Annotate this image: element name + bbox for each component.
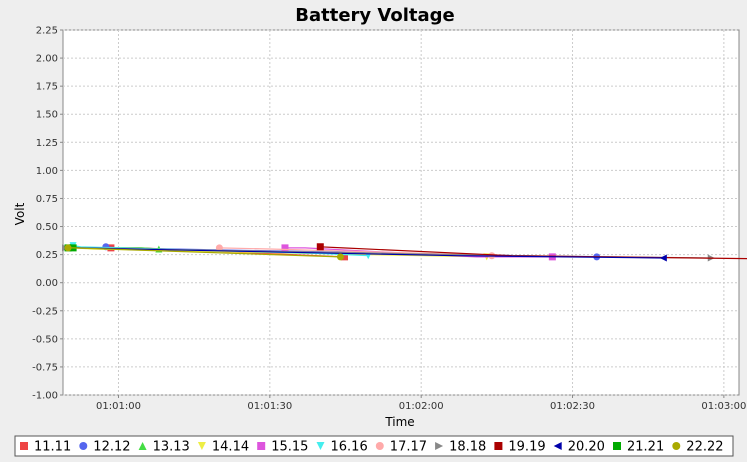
y-tick-label: 1.25 xyxy=(36,138,58,149)
legend-item: 11.11 xyxy=(20,440,71,455)
y-tick-label: 0.75 xyxy=(36,194,58,205)
legend-marker xyxy=(672,442,681,450)
y-tick-label: 1.75 xyxy=(36,82,58,93)
data-point xyxy=(215,244,223,252)
y-tick-label: -0.75 xyxy=(32,362,58,373)
data-point xyxy=(340,253,348,261)
legend-label: 11.11 xyxy=(34,440,71,455)
legend-marker xyxy=(494,442,503,450)
legend-label: 12.12 xyxy=(93,440,130,455)
x-tick-label: 01:01:00 xyxy=(96,401,141,412)
legend-label: 13.13 xyxy=(153,440,190,455)
plot-area: -1.00 -0.75 -0.50 -0.25 0.00 0.25 0.50 0.75 1.00… xyxy=(32,26,747,412)
legend-item: 18.18 xyxy=(435,440,486,455)
legend-label: 17.17 xyxy=(390,440,427,455)
legend-label: 20.20 xyxy=(568,440,605,455)
legend-marker xyxy=(197,442,206,450)
legend-label: 22.22 xyxy=(686,440,723,455)
legend-label: 21.21 xyxy=(627,440,664,455)
legend-marker xyxy=(375,442,384,450)
y-tick-label: 1.00 xyxy=(36,166,58,177)
legend-label: 16.16 xyxy=(331,440,368,455)
legend-item: 12.12 xyxy=(79,440,131,455)
legend-label: 15.15 xyxy=(271,440,308,455)
legend-marker xyxy=(613,442,621,450)
legend-item: 19.19 xyxy=(494,440,546,455)
legend-item: 14.14 xyxy=(197,440,249,455)
legend-item: 13.13 xyxy=(138,440,190,455)
legend-marker xyxy=(20,442,28,450)
legend-box xyxy=(14,435,734,457)
y-tick-label: 2.25 xyxy=(36,26,58,37)
legend-marker xyxy=(257,442,266,450)
legend-item: 22.22 xyxy=(672,440,724,455)
legend-item: 15.15 xyxy=(257,440,308,455)
legend-label: 14.14 xyxy=(212,440,249,455)
y-tick-label: -0.25 xyxy=(32,306,58,317)
plot-background xyxy=(62,29,740,396)
legend-label: 18.18 xyxy=(449,440,486,455)
legend-item: 21.21 xyxy=(613,440,664,455)
data-point xyxy=(64,244,72,252)
data-point xyxy=(336,253,344,261)
y-tick-label: 0.00 xyxy=(36,278,58,289)
y-tick-label: 2.00 xyxy=(36,54,58,65)
y-axis-label: Volt xyxy=(13,202,27,225)
x-axis-label: Time xyxy=(384,415,414,429)
y-tick-label: 0.25 xyxy=(36,250,58,261)
x-tick-label: 01:01:30 xyxy=(247,401,292,412)
legend: 11.11 12.12 13.13 14.14 15.15 16.16 17.17 18.18… xyxy=(14,435,734,457)
data-point xyxy=(316,243,324,251)
y-tick-label: 0.50 xyxy=(36,222,58,233)
chart-title: Battery Voltage xyxy=(295,5,455,26)
y-tick-label: -0.50 xyxy=(32,334,58,345)
legend-marker xyxy=(79,442,88,450)
legend-marker xyxy=(435,442,444,450)
x-tick-label: 01:02:30 xyxy=(550,401,595,412)
legend-item: 17.17 xyxy=(375,440,427,455)
y-tick-label: 1.50 xyxy=(36,110,58,121)
series-22.22 xyxy=(64,244,344,261)
x-tick-label: 01:02:00 xyxy=(399,401,444,412)
data-point xyxy=(281,244,289,252)
legend-item: 16.16 xyxy=(316,440,368,455)
data-point xyxy=(659,254,667,262)
legend-label: 19.19 xyxy=(508,440,545,455)
x-tick-label: 01:03:00 xyxy=(701,401,746,412)
legend-marker xyxy=(316,442,325,450)
legend-marker xyxy=(553,442,562,450)
y-tick-label: -1.00 xyxy=(32,391,58,402)
legend-marker xyxy=(138,442,147,450)
legend-item: 20.20 xyxy=(553,440,605,455)
